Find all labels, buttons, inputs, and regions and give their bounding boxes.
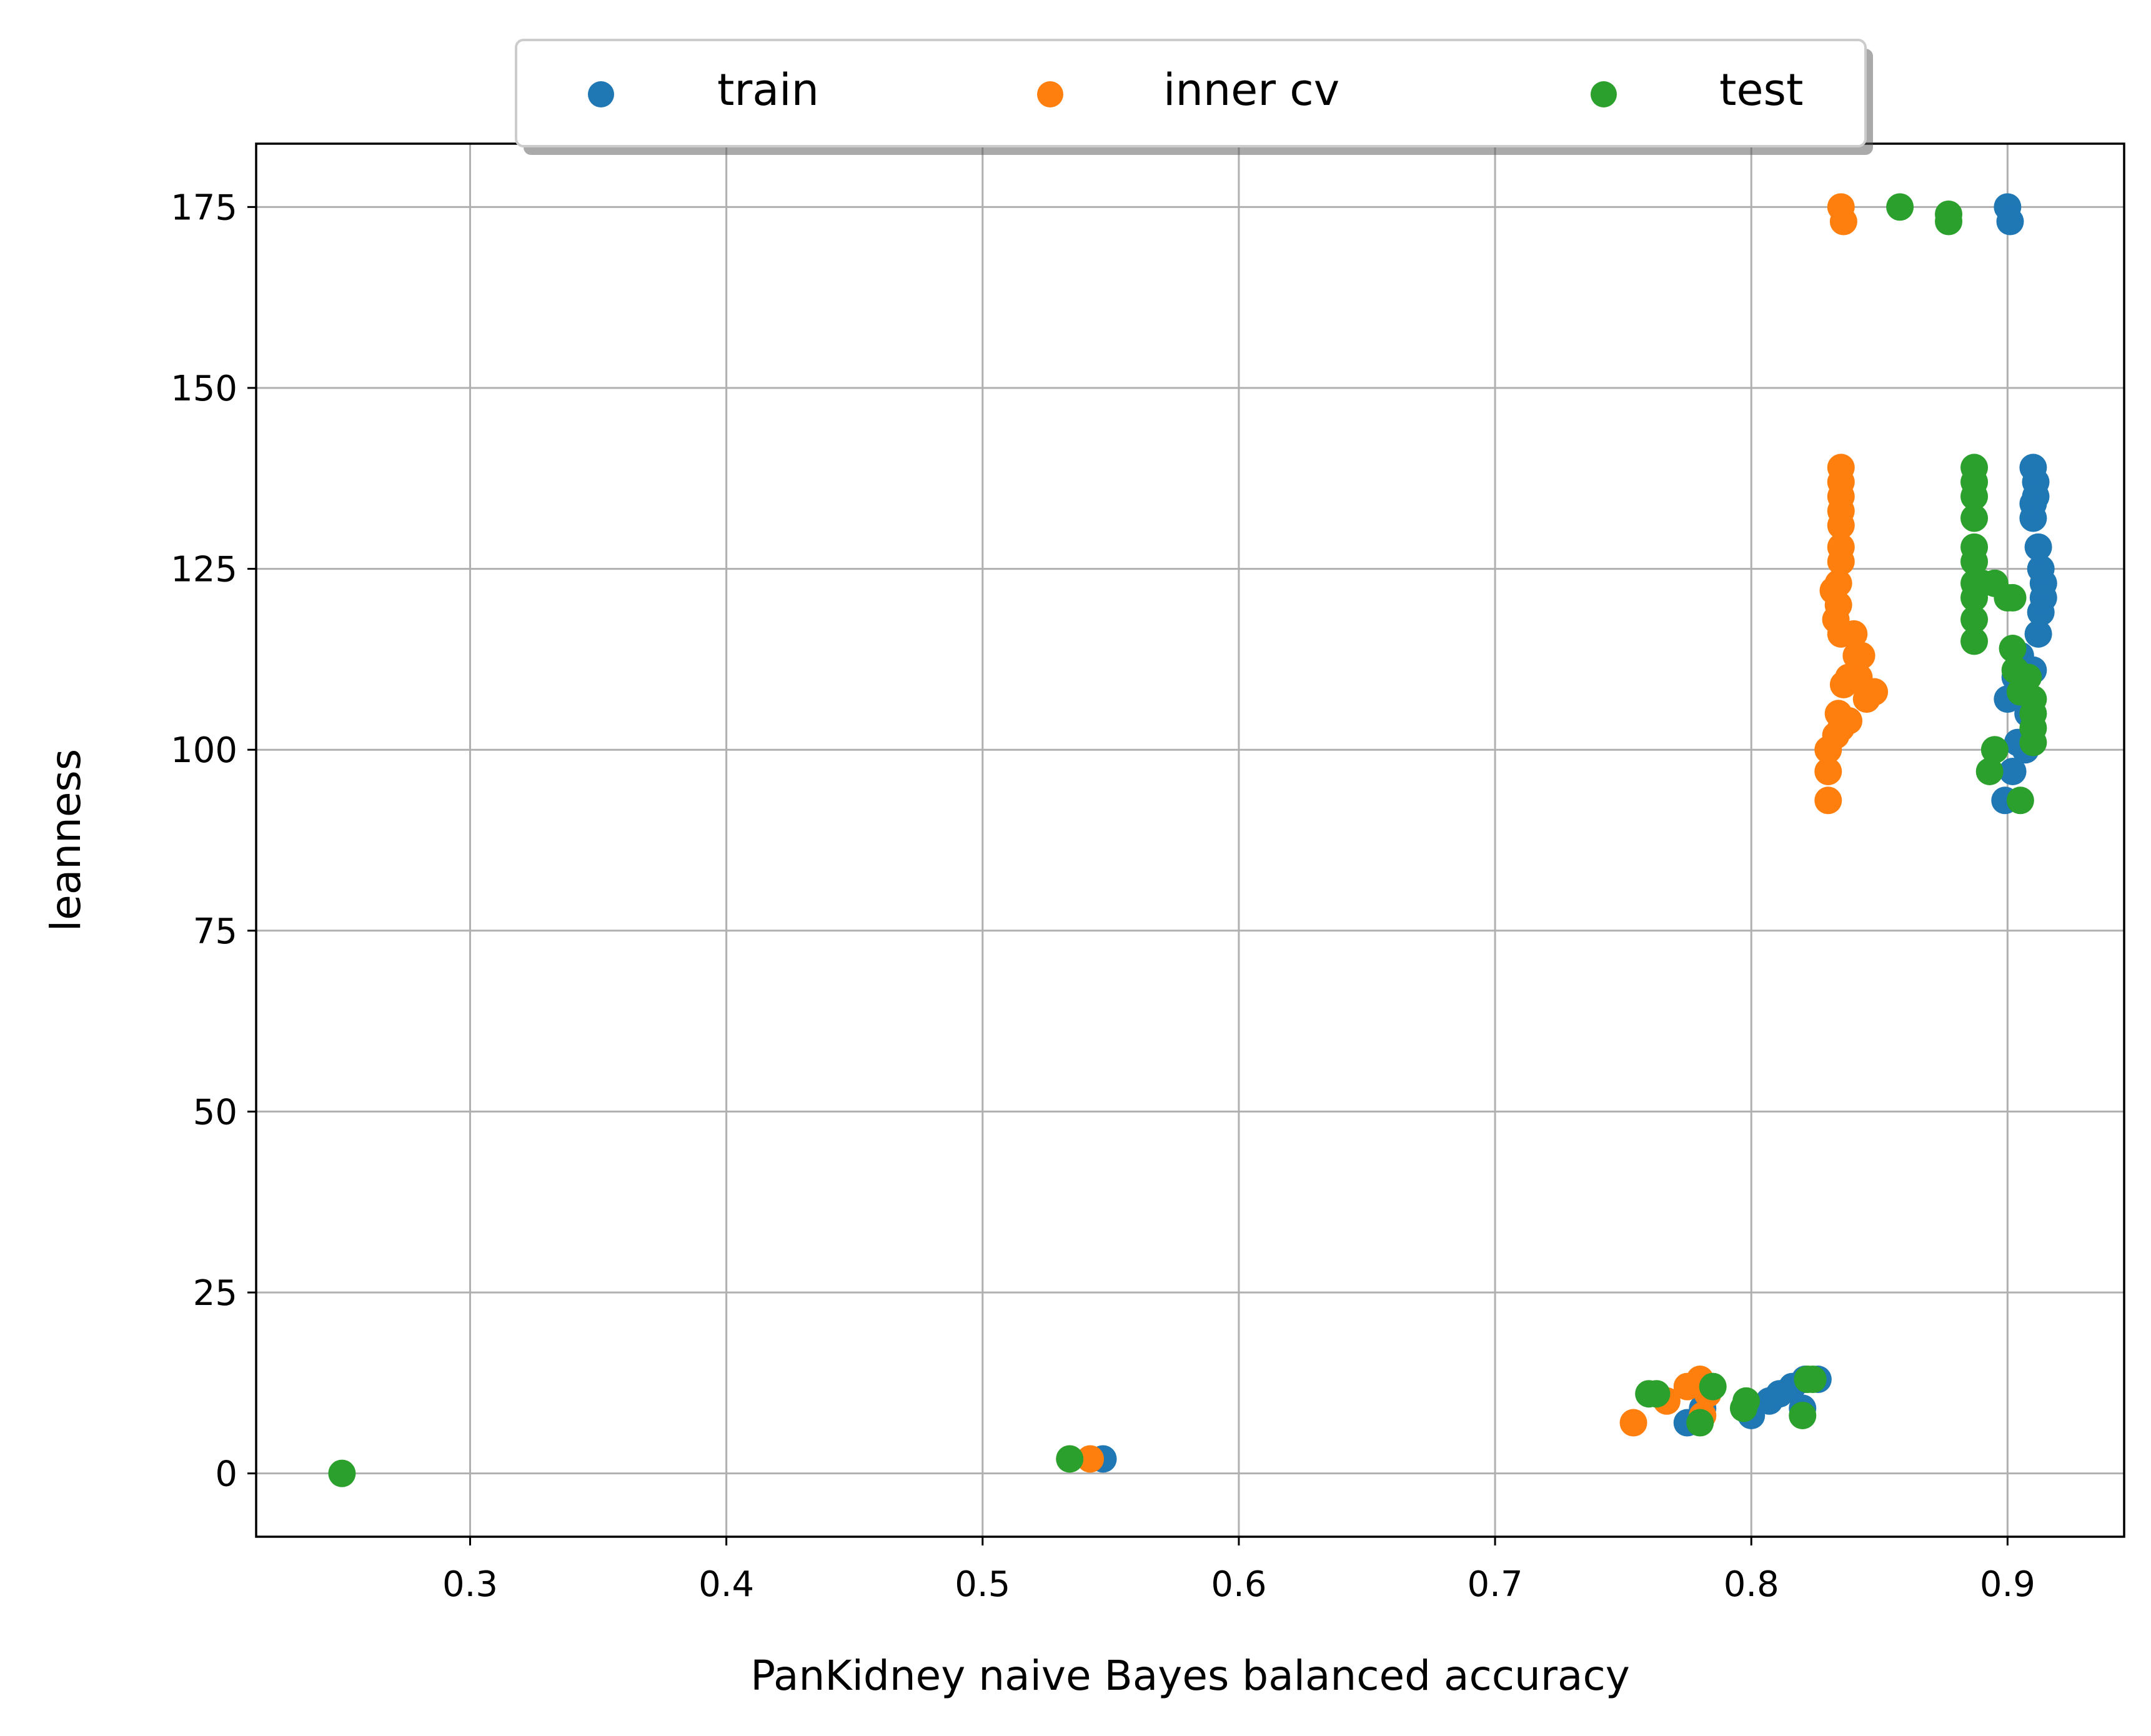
point-test	[1686, 1409, 1714, 1437]
x-tick-label: 0.7	[1468, 1564, 1523, 1605]
y-tick-label: 175	[171, 187, 237, 228]
point-test	[1960, 482, 1989, 510]
y-tick-label: 25	[193, 1273, 237, 1314]
point-test	[1732, 1387, 1761, 1415]
point-train	[2019, 454, 2047, 482]
point-inner-cv	[1076, 1445, 1105, 1473]
point-test	[1960, 504, 1989, 532]
x-tick-label: 0.3	[442, 1564, 498, 1605]
x-tick-label: 0.6	[1211, 1564, 1266, 1605]
point-inner-cv	[1847, 642, 1875, 670]
point-test	[1960, 627, 1989, 655]
point-test	[1980, 736, 2009, 764]
x-axis-label: PanKidney naive Bayes balanced accuracy	[750, 1652, 1630, 1700]
y-tick-label: 150	[171, 369, 237, 409]
point-test	[1699, 1372, 1727, 1401]
y-tick-label: 50	[193, 1092, 237, 1133]
point-test	[2019, 728, 2047, 756]
legend-marker-train	[588, 81, 614, 107]
legend-marker-inner-cv	[1037, 81, 1063, 107]
point-test	[1999, 583, 2027, 612]
point-inner-cv	[1829, 207, 1857, 236]
point-inner-cv	[1824, 569, 1852, 597]
x-tick-label: 0.5	[955, 1564, 1010, 1605]
legend-label-inner-cv: inner cv	[1163, 64, 1339, 116]
legend-label-test: test	[1719, 64, 1803, 116]
grid	[256, 144, 2124, 1537]
x-tick-label: 0.4	[698, 1564, 754, 1605]
y-tick-label: 75	[193, 911, 237, 952]
point-test	[1056, 1445, 1084, 1473]
point-train	[2027, 555, 2055, 583]
y-tick-label: 0	[215, 1454, 237, 1495]
point-inner-cv	[1814, 786, 1842, 815]
point-test	[2006, 786, 2034, 815]
point-inner-cv	[1814, 757, 1842, 785]
point-test	[328, 1459, 356, 1487]
point-inner-cv	[1619, 1409, 1647, 1437]
point-test	[1886, 193, 1914, 221]
point-test	[1999, 635, 2027, 663]
plot-area	[256, 144, 2124, 1537]
y-tick-label: 100	[171, 730, 237, 771]
legend-box	[515, 39, 1867, 147]
x-tick-label: 0.8	[1724, 1564, 1779, 1605]
y-axis-label: leanness	[42, 749, 90, 931]
legend-marker-test	[1591, 81, 1617, 107]
point-test	[1960, 548, 1989, 575]
point-train	[2024, 620, 2052, 648]
y-tick-label: 125	[171, 550, 237, 590]
point-train	[1996, 207, 2024, 236]
point-inner-cv	[1835, 707, 1863, 735]
legend: train inner cv test	[515, 39, 1873, 155]
point-test	[1935, 200, 1963, 228]
point-test	[1799, 1366, 1827, 1394]
point-inner-cv	[1827, 454, 1855, 482]
point-train	[2024, 533, 2052, 561]
data-points	[328, 193, 2057, 1487]
point-train	[1999, 757, 2027, 785]
x-tick-label: 0.9	[1980, 1564, 2035, 1605]
point-test	[2014, 663, 2042, 692]
point-inner-cv	[1827, 533, 1855, 561]
axis-ticks: 0.3 0.4 0.5 0.6 0.7 0.8 0.9 0 25 50 75 100 125 150 175	[171, 187, 2035, 1605]
point-test	[1975, 757, 2004, 785]
point-test	[1960, 605, 1989, 633]
point-inner-cv	[1860, 678, 1889, 706]
point-test	[1789, 1401, 1817, 1429]
point-test	[1642, 1380, 1671, 1408]
legend-label-train: train	[717, 64, 819, 116]
